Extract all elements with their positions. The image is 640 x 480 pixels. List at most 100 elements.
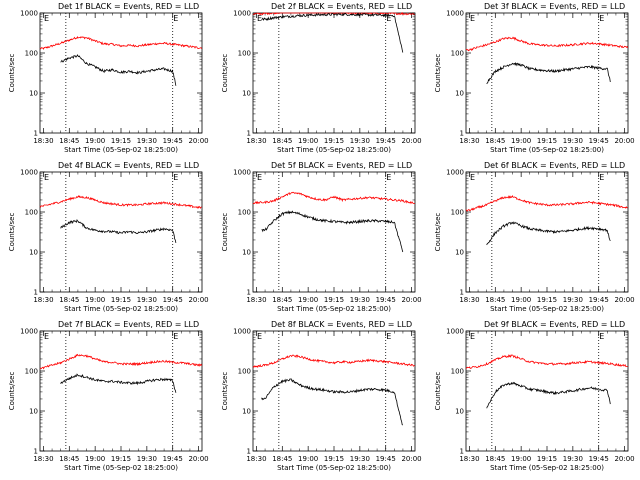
y-tick-label: 1000 <box>446 10 464 18</box>
y-tick-label: 1000 <box>20 10 38 18</box>
x-tick-label: 19:15 <box>111 137 131 145</box>
flag-e-label: E <box>386 173 391 182</box>
y-axis-label: Counts/sec <box>8 54 16 93</box>
x-tick-label: 19:15 <box>324 296 344 304</box>
y-tick-label: 1 <box>34 130 38 138</box>
x-tick-label: 19:30 <box>137 137 157 145</box>
y-tick-label: 1000 <box>233 10 251 18</box>
plot-frame <box>465 171 629 293</box>
y-tick-label: 10 <box>242 90 251 98</box>
y-tick-label: 1000 <box>20 328 38 336</box>
x-tick-label: 19:45 <box>376 455 396 463</box>
x-tick-label: 18:30 <box>459 296 479 304</box>
y-tick-label: 100 <box>238 368 251 376</box>
x-axis-label: Start Time (05-Sep-02 18:25:00) <box>277 146 391 154</box>
y-tick-label: 10 <box>29 90 38 98</box>
panel-2: Det 2f BLACK = Events, RED = LLD 1 10 100 10… <box>221 2 422 154</box>
y-axis-label: Counts/sec <box>221 213 229 252</box>
flag-e-label: E <box>173 14 178 23</box>
y-tick-label: 100 <box>25 209 38 217</box>
x-tick-label: 19:15 <box>111 296 131 304</box>
x-axis-label: Start Time (05-Sep-02 18:25:00) <box>490 305 604 313</box>
x-axis-label: Start Time (05-Sep-02 18:25:00) <box>490 464 604 472</box>
flag-e-label: E <box>173 173 178 182</box>
lld-series-line <box>252 191 415 205</box>
x-tick-label: 18:45 <box>485 137 505 145</box>
x-tick-label: 19:45 <box>589 137 609 145</box>
flag-e-label: E <box>599 14 604 23</box>
x-tick-label: 19:00 <box>511 455 531 463</box>
plot-frame <box>252 330 416 452</box>
events-series-line <box>60 218 177 243</box>
x-tick-label: 19:45 <box>163 296 183 304</box>
x-tick-label: 20:00 <box>188 455 208 463</box>
x-tick-label: 20:00 <box>614 455 634 463</box>
y-axis-label: Counts/sec <box>434 54 442 93</box>
x-tick-label: 18:45 <box>272 296 292 304</box>
x-tick-label: 18:30 <box>33 455 53 463</box>
x-axis-label: Start Time (05-Sep-02 18:25:00) <box>64 305 178 313</box>
y-tick-label: 10 <box>455 90 464 98</box>
y-axis-label: Counts/sec <box>434 372 442 411</box>
panel-4: Det 4f BLACK = Events, RED = LLD 1 10 100 10… <box>8 161 209 313</box>
y-tick-label: 10 <box>29 249 38 257</box>
lld-series-line <box>39 353 203 370</box>
x-tick-label: 20:00 <box>401 296 421 304</box>
x-tick-label: 19:00 <box>511 296 531 304</box>
x-axis-label: Start Time (05-Sep-02 18:25:00) <box>64 146 178 154</box>
y-axis-label: Counts/sec <box>434 213 442 252</box>
flag-e-label: E <box>44 332 49 341</box>
y-tick-label: 1 <box>460 130 464 138</box>
y-tick-label: 1000 <box>233 169 251 177</box>
y-tick-label: 1 <box>247 289 251 297</box>
lld-series-line <box>39 195 202 209</box>
events-series-line <box>486 381 611 409</box>
flag-e-label: E <box>257 332 262 341</box>
x-tick-label: 18:30 <box>246 455 266 463</box>
y-axis-label: Counts/sec <box>221 372 229 411</box>
panel-title: Det 9f BLACK = Events, RED = LLD <box>484 320 625 329</box>
x-tick-label: 19:45 <box>376 137 396 145</box>
flag-e-label: E <box>44 14 49 23</box>
y-tick-label: 100 <box>238 209 251 217</box>
y-axis-label: Counts/sec <box>8 372 16 411</box>
x-tick-label: 19:15 <box>537 296 557 304</box>
events-series-line <box>261 12 404 53</box>
lld-series-line <box>252 354 415 369</box>
flag-e-label: E <box>470 173 475 182</box>
y-tick-label: 1000 <box>446 328 464 336</box>
panel-1: Det 1f BLACK = Events, RED = LLD 1 10 100 10… <box>8 2 209 154</box>
flag-e-label: E <box>470 14 475 23</box>
flag-e-label: E <box>44 173 49 182</box>
y-tick-label: 10 <box>29 408 38 416</box>
panel-title: Det 1f BLACK = Events, RED = LLD <box>58 2 199 11</box>
x-tick-label: 18:30 <box>33 137 53 145</box>
x-tick-label: 19:30 <box>350 296 370 304</box>
y-tick-label: 1 <box>34 289 38 297</box>
plot-frame <box>465 12 629 134</box>
x-axis-label: Start Time (05-Sep-02 18:25:00) <box>277 305 391 313</box>
y-tick-label: 10 <box>242 249 251 257</box>
y-tick-label: 100 <box>25 50 38 58</box>
x-tick-label: 18:30 <box>246 296 266 304</box>
x-tick-label: 18:30 <box>246 137 266 145</box>
y-tick-label: 100 <box>238 50 251 58</box>
x-tick-label: 19:30 <box>563 137 583 145</box>
events-series-line <box>261 378 404 426</box>
lld-series-line <box>465 36 629 52</box>
panel-title: Det 4f BLACK = Events, RED = LLD <box>58 161 199 170</box>
x-tick-label: 19:15 <box>537 137 557 145</box>
panel-3: Det 3f BLACK = Events, RED = LLD 1 10 100 10… <box>434 2 635 154</box>
y-tick-label: 1 <box>247 448 251 456</box>
y-tick-label: 100 <box>451 368 464 376</box>
x-tick-label: 20:00 <box>401 137 421 145</box>
lld-series-line <box>252 12 415 16</box>
x-tick-label: 19:30 <box>137 296 157 304</box>
panel-8: Det 8f BLACK = Events, RED = LLD 1 10 100 10… <box>221 320 422 472</box>
flag-e-label: E <box>257 173 262 182</box>
x-tick-label: 18:45 <box>272 137 292 145</box>
x-tick-label: 20:00 <box>614 296 634 304</box>
x-tick-label: 19:15 <box>537 455 557 463</box>
panel-title: Det 8f BLACK = Events, RED = LLD <box>271 320 412 329</box>
